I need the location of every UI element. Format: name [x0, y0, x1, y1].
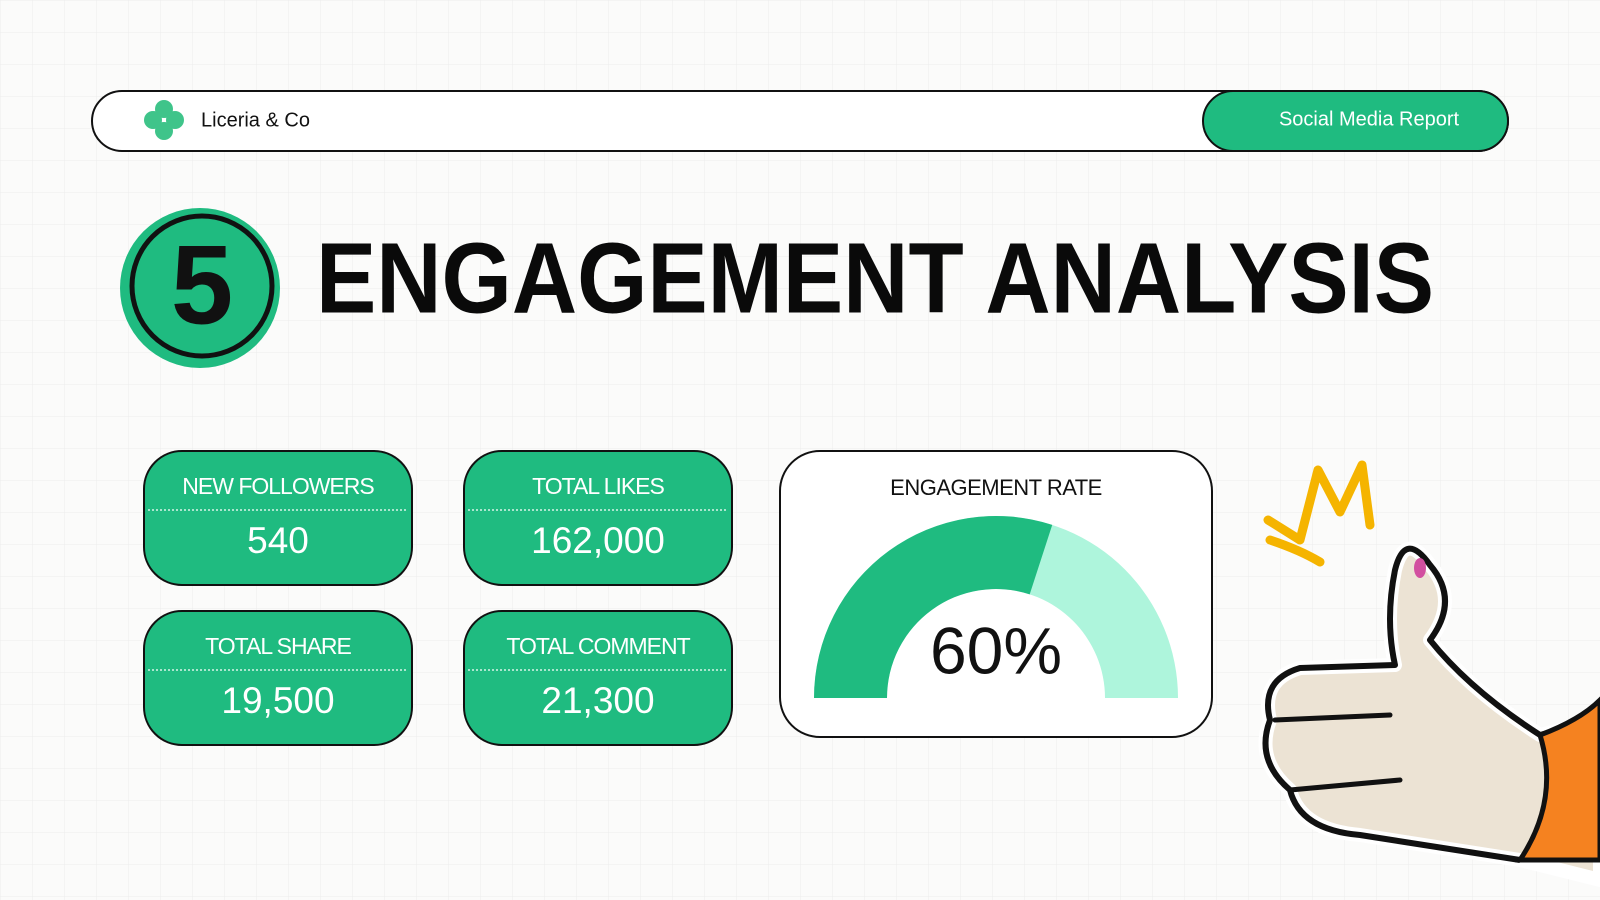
stat-label: TOTAL COMMENT [506, 633, 690, 659]
section-number: 5 [171, 223, 233, 348]
stat-label: TOTAL SHARE [205, 633, 351, 659]
number-ring [129, 213, 275, 359]
stat-label: NEW FOLLOWERS [182, 473, 374, 499]
stat-card [463, 610, 733, 746]
section-title: ENGAGEMENT ANALYSIS [316, 222, 1434, 334]
thumbs-up-illustration [1258, 460, 1600, 887]
brand-name: Liceria & Co [201, 109, 310, 131]
gauge-value: 60% [930, 613, 1062, 687]
number-badge [120, 208, 280, 368]
stat-card [143, 610, 413, 746]
stat-value: 540 [247, 520, 309, 561]
report-pill [1202, 90, 1509, 152]
stat-value: 162,000 [531, 520, 665, 561]
report-title: Social Media Report [1279, 108, 1460, 130]
stat-card [463, 450, 733, 586]
gauge-fill [814, 516, 1053, 698]
stat-value: 21,300 [541, 680, 654, 721]
brand-logo [144, 100, 184, 140]
stat-card [143, 450, 413, 586]
stat-value: 19,500 [221, 680, 334, 721]
stat-label: TOTAL LIKES [532, 473, 664, 499]
gauge-title: ENGAGEMENT RATE [890, 475, 1102, 500]
